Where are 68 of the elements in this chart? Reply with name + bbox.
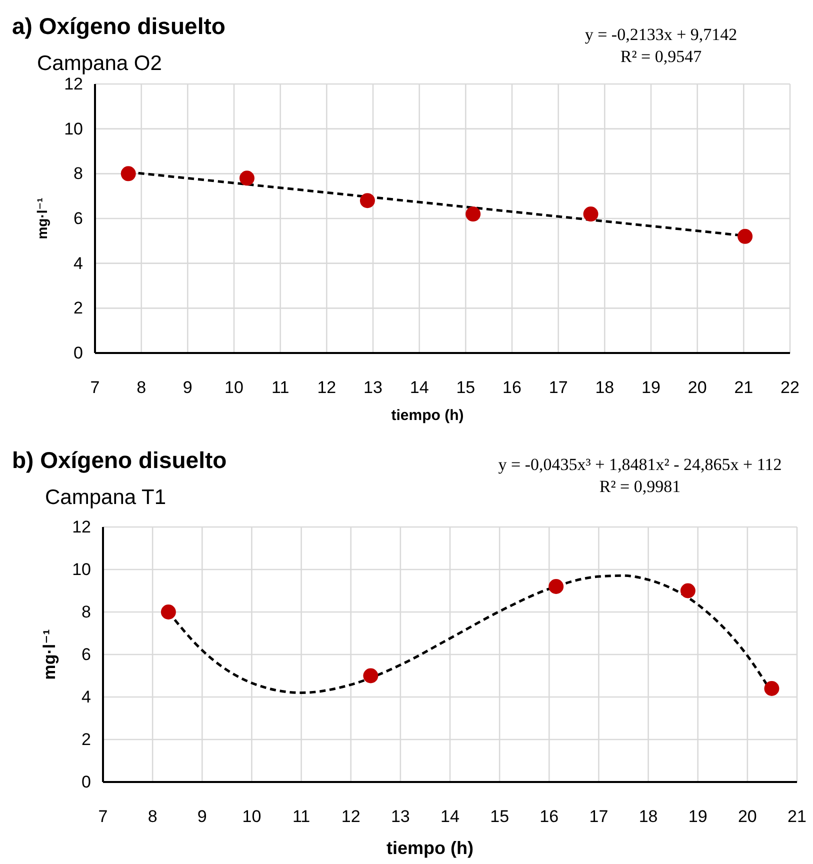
- point: [583, 206, 598, 222]
- y-tick-label: 4: [82, 688, 91, 706]
- x-tick-label: 10: [242, 807, 262, 826]
- text: R² = 0,9981: [599, 477, 681, 496]
- x-tick-label: 14: [440, 807, 460, 826]
- y-tick-label: 8: [74, 164, 83, 184]
- point: [680, 583, 696, 598]
- x-tick-label: 12: [341, 807, 360, 826]
- x-tick-label: 19: [688, 807, 708, 826]
- point: [548, 579, 564, 594]
- y-tick-label: 12: [72, 518, 91, 536]
- y-axis-title: mg·l⁻¹: [34, 197, 50, 240]
- chart-title: b) Oxígeno disuelto: [12, 447, 227, 473]
- y-tick-label: 10: [64, 119, 83, 138]
- y-tick-label: 6: [74, 209, 83, 228]
- x-tick-label: 21: [734, 378, 754, 397]
- y-tick-label: 10: [72, 560, 91, 579]
- x-tick-label: 12: [317, 378, 336, 397]
- point: [160, 604, 176, 620]
- x-tick-label: 22: [780, 378, 800, 397]
- y-tick-label: 6: [82, 645, 91, 664]
- x-tick-label: 15: [456, 378, 476, 397]
- point: [764, 681, 780, 696]
- point: [363, 668, 378, 684]
- y-tick-label: 12: [64, 74, 83, 94]
- x-tick-label: 8: [148, 807, 158, 826]
- y-tick-label: 0: [74, 344, 83, 362]
- point: [466, 206, 481, 222]
- x-tick-label: 20: [738, 807, 757, 826]
- x-tick-label: 20: [688, 378, 707, 397]
- y-axis-title: mg·l⁻¹: [40, 628, 59, 680]
- text: y = -0,2133x + 9,7142: [584, 25, 738, 44]
- point: [120, 166, 136, 182]
- x-tick-label: 16: [502, 378, 522, 397]
- x-tick-label: 21: [788, 807, 806, 826]
- x-tick-label: 8: [136, 378, 146, 397]
- chart-title: a) Oxígeno disuelto: [12, 13, 226, 39]
- x-axis-title: tiempo (h): [386, 838, 474, 858]
- x-tick-label: 7: [98, 807, 108, 826]
- x-tick-label: 10: [224, 378, 244, 397]
- y-tick-label: 4: [74, 254, 83, 273]
- point: [239, 170, 254, 186]
- x-tick-label: 11: [292, 807, 310, 826]
- x-tick-label: 18: [638, 807, 658, 826]
- x-tick-label: 17: [589, 807, 608, 826]
- x-tick-label: 13: [390, 807, 410, 826]
- x-tick-label: 18: [595, 378, 614, 397]
- text: y = -0,0435x³ + 1,8481x² - 24,865x + 112: [498, 455, 782, 474]
- y-tick-label: 8: [82, 602, 91, 622]
- x-tick-label: 9: [197, 807, 207, 826]
- x-tick-label: 11: [272, 378, 290, 397]
- point: [738, 228, 753, 244]
- x-tick-label: 7: [90, 378, 100, 397]
- x-tick-label: 17: [548, 378, 568, 397]
- x-tick-label: 9: [182, 378, 192, 397]
- x-tick-label: 16: [540, 807, 559, 826]
- y-tick-label: 2: [82, 730, 91, 749]
- point: [360, 193, 375, 208]
- y-tick-label: 0: [82, 772, 91, 792]
- x-axis-title: tiempo (h): [391, 407, 464, 424]
- x-tick-label: 14: [410, 378, 429, 397]
- y-tick-label: 2: [74, 298, 83, 318]
- chart-subtitle: Campana T1: [45, 486, 166, 509]
- x-tick-label: 13: [364, 378, 382, 397]
- text: R² = 0,9547: [620, 47, 702, 66]
- x-tick-label: 19: [642, 378, 660, 397]
- x-tick-label: 15: [490, 807, 510, 826]
- chart-subtitle: Campana O2: [37, 52, 162, 75]
